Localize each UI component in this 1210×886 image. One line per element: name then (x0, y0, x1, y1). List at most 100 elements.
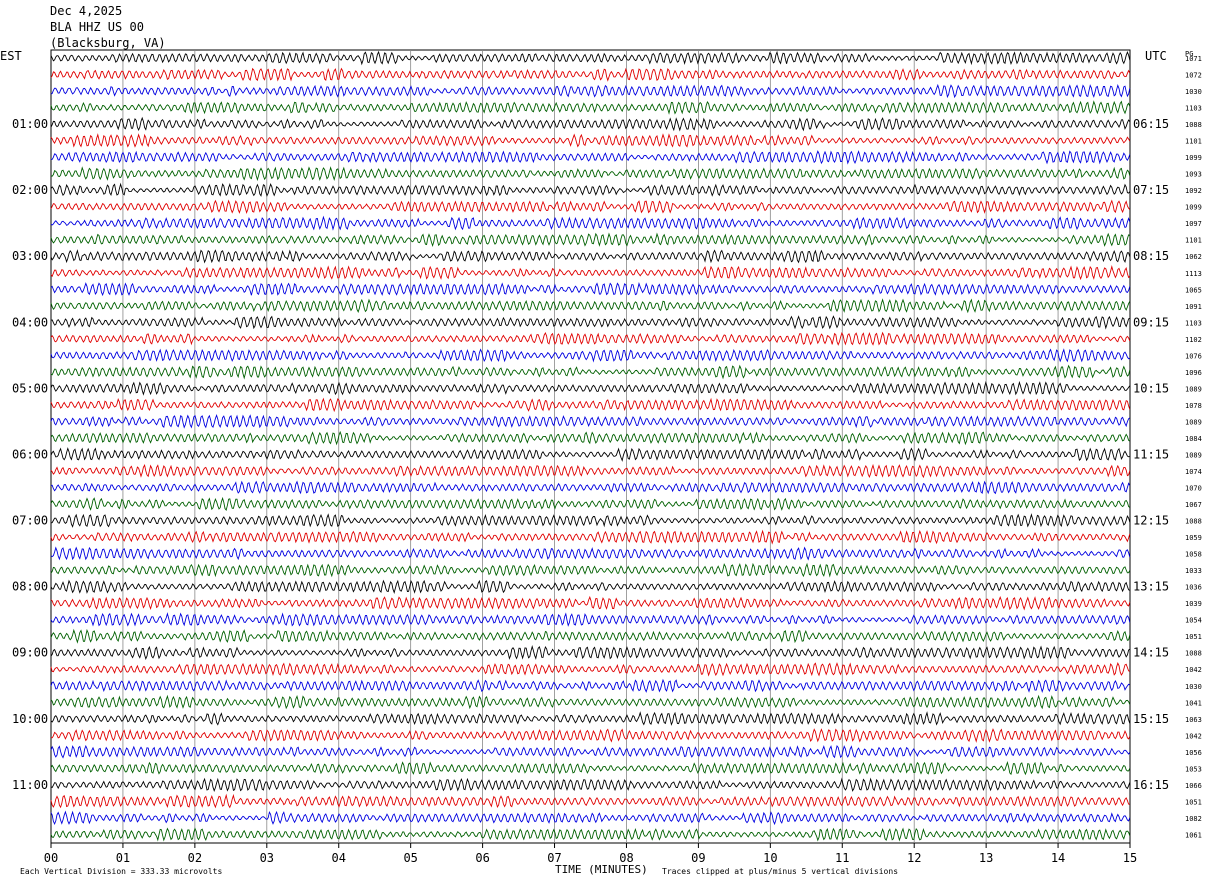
row-value-label: 1076 (1185, 352, 1202, 360)
row-value-label: 1089 (1185, 451, 1202, 459)
right-hour-label: 15:15 (1133, 712, 1169, 726)
row-value-label: 1061 (1185, 831, 1202, 839)
trace-row (50, 380, 1131, 396)
right-hour-label: 12:15 (1133, 514, 1169, 528)
right-hour-label: 09:15 (1133, 315, 1169, 329)
x-tick-label: 04 (332, 851, 346, 865)
row-value-label: 1051 (1185, 798, 1202, 806)
row-value-label: 1088 (1185, 518, 1202, 526)
row-value-label: 1030 (1185, 88, 1202, 96)
grid (50, 49, 1131, 844)
right-hour-label: 10:15 (1133, 381, 1169, 395)
trace-row (50, 463, 1131, 479)
row-value-label: 1059 (1185, 534, 1202, 542)
row-value-label: 1113 (1185, 270, 1202, 278)
x-tick-label: 03 (260, 851, 274, 865)
row-value-label: 1088 (1185, 121, 1202, 129)
row-value-label: 1041 (1185, 699, 1202, 707)
row-value-label: 1101 (1185, 138, 1202, 146)
right-hour-label: 11:15 (1133, 447, 1169, 461)
x-axis-ticks: 00 01 02 03 04 05 06 07 08 09 10 11 12 13 14 15 (44, 843, 1137, 865)
trace-row (50, 760, 1131, 776)
row-value-label: 1042 (1185, 666, 1202, 674)
x-tick-label: 06 (475, 851, 489, 865)
trace-row (50, 546, 1131, 561)
right-hour-label: 13:15 (1133, 580, 1169, 594)
row-value-label: 1033 (1185, 567, 1202, 575)
trace-row (50, 348, 1130, 363)
trace-row (50, 199, 1131, 215)
row-value-label: 1051 (1185, 633, 1202, 641)
row-value-label: 1099 (1185, 154, 1202, 162)
trace-row (50, 480, 1131, 495)
row-value-label: 1103 (1185, 319, 1202, 327)
left-hour-label: 06:00 (12, 447, 48, 461)
x-tick-label: 05 (403, 851, 417, 865)
right-hour-label: 16:15 (1133, 778, 1169, 792)
trace-row (50, 133, 1131, 148)
row-value-label: 1065 (1185, 286, 1202, 294)
trace-row (50, 67, 1131, 82)
trace-row (50, 282, 1131, 297)
row-value-label: 1039 (1185, 600, 1202, 608)
x-tick-label: 13 (979, 851, 993, 865)
traces: 1071 1072 1030 1103 1088 1101 1099 1093 1092 1099… (12, 50, 1202, 842)
trace-row (50, 430, 1131, 446)
row-value-label: 1088 (1185, 650, 1202, 658)
left-hour-label: 04:00 (12, 315, 48, 329)
row-value-label: 1058 (1185, 551, 1202, 559)
left-hour-label: 01:00 (12, 117, 48, 131)
scale-note: Each Vertical Division = 333.33 microvol… (20, 867, 223, 876)
row-value-label: 1082 (1185, 815, 1202, 823)
trace-row (50, 116, 1131, 132)
trace-row (50, 793, 1130, 809)
trace-row (50, 166, 1131, 182)
x-tick-label: 09 (691, 851, 705, 865)
trace-row (50, 579, 1131, 594)
row-value-label: 1066 (1185, 782, 1202, 790)
left-hour-label: 05:00 (12, 381, 48, 395)
left-hour-label: 08:00 (12, 580, 48, 594)
row-value-label: 1092 (1185, 187, 1202, 195)
left-hour-label: 10:00 (12, 712, 48, 726)
trace-row (50, 331, 1131, 346)
row-value-label: 1097 (1185, 220, 1202, 228)
x-tick-label: 10 (763, 851, 777, 865)
trace-row (50, 83, 1131, 99)
trace-row (50, 513, 1131, 528)
row-value-label: 1042 (1185, 732, 1202, 740)
trace-row (50, 711, 1131, 726)
right-hour-label: 07:15 (1133, 183, 1169, 197)
right-hour-label: 08:15 (1133, 249, 1169, 263)
x-tick-label: 00 (44, 851, 58, 865)
row-value-label: 1099 (1185, 204, 1202, 212)
trace-row (50, 678, 1130, 693)
header-location: (Blacksburg, VA) (50, 36, 166, 50)
right-hour-label: 14:15 (1133, 646, 1169, 660)
row-value-label: 1070 (1185, 485, 1202, 493)
trace-row (50, 496, 1131, 511)
x-tick-label: 01 (116, 851, 130, 865)
right-hour-label: 06:15 (1133, 117, 1169, 131)
trace-row (50, 827, 1131, 842)
trace-row (50, 397, 1131, 413)
row-value-label: 1056 (1185, 749, 1202, 757)
row-value-label: 1089 (1185, 418, 1202, 426)
trace-row (50, 612, 1131, 627)
trace-row (50, 249, 1131, 264)
row-value-label: 1071 (1185, 55, 1202, 63)
trace-row (50, 265, 1131, 281)
row-value-label: 1096 (1185, 369, 1202, 377)
row-value-label: 1074 (1185, 468, 1202, 476)
trace-row (50, 529, 1131, 545)
row-value-label: 1093 (1185, 171, 1202, 179)
plot-frame (50, 49, 1131, 844)
row-value-label: 1072 (1185, 72, 1202, 80)
row-value-label: 1062 (1185, 253, 1202, 261)
header-station: BLA HHZ US 00 (50, 20, 144, 34)
left-hour-label: 02:00 (12, 183, 48, 197)
left-hour-label: 09:00 (12, 646, 48, 660)
row-value-label: 1089 (1185, 385, 1202, 393)
left-timezone-label: EST (0, 49, 22, 63)
